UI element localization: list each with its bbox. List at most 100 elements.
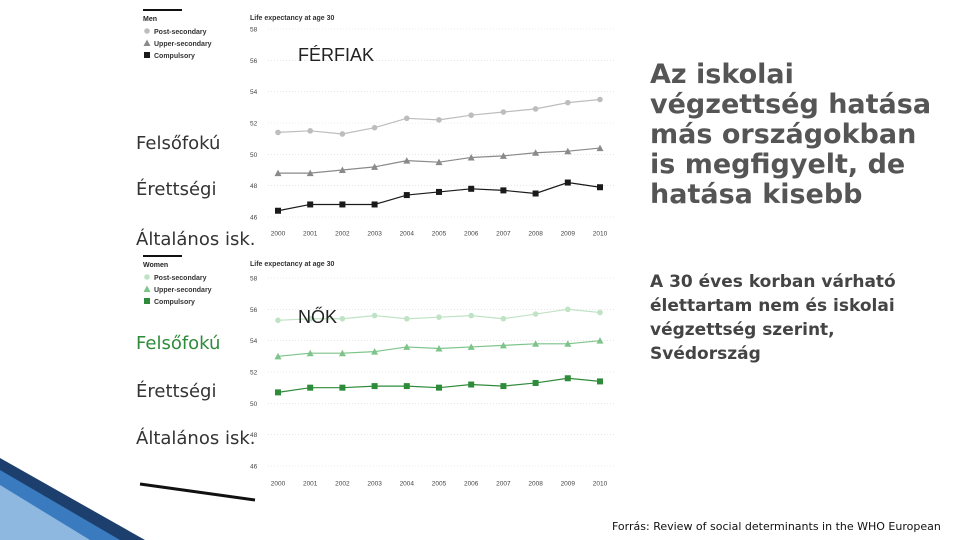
women-series-0-point-8	[532, 311, 539, 317]
men-series-1-point-10	[596, 144, 604, 152]
women-series-2-point-1	[307, 384, 314, 391]
men-series-0-point-5	[436, 117, 442, 123]
men-y-tick-0: 58	[250, 27, 258, 34]
men-series-2-point-2	[339, 201, 346, 208]
men-label-compulsory: Általános isk.	[136, 229, 256, 250]
men-series-1-point-0	[274, 169, 282, 177]
women-y-tick-4: 50	[250, 401, 258, 408]
men-y-tick-4: 50	[250, 152, 258, 159]
men-series-2-point-1	[307, 201, 314, 208]
women-x-tick-10: 2010	[593, 481, 608, 488]
men-chart-title: Men	[143, 16, 157, 23]
men-series-1-point-6	[467, 153, 475, 161]
women-series-2-point-8	[532, 379, 539, 386]
source-note: Forrás: Review of social determinants in…	[612, 520, 941, 533]
men-series-0-point-2	[339, 131, 346, 137]
women-y-tick-6: 46	[250, 464, 258, 471]
men-y-tick-6: 46	[250, 215, 258, 222]
women-legend-label-0: Post-secondary	[154, 275, 207, 282]
men-y-tick-5: 48	[250, 183, 258, 190]
men-series-0-point-7	[500, 109, 507, 115]
men-series-0-point-4	[404, 115, 410, 122]
men-series-0-point-0	[275, 129, 281, 136]
men-legend-marker-1	[143, 39, 151, 46]
women-legend-marker-2	[144, 298, 150, 304]
women-legend-label-1: Upper-secondary	[154, 287, 212, 294]
women-series-2-point-2	[339, 384, 346, 391]
women-series-0-point-5	[436, 314, 442, 320]
men-series-1-point-1	[306, 169, 314, 177]
men-series-1-point-7	[499, 152, 507, 159]
men-legend-marker-0	[144, 28, 150, 34]
men-x-tick-5: 2005	[432, 231, 447, 238]
women-label-post-secondary: Felsőfokú	[136, 333, 221, 354]
women-legend-label-2: Compulsory	[154, 299, 195, 306]
men-series-2-point-9	[564, 179, 571, 186]
men-x-tick-3: 2003	[367, 231, 382, 238]
men-x-tick-1: 2001	[303, 231, 318, 238]
slide-subtext: A 30 éves korban várható élettartam nem …	[650, 272, 896, 364]
men-x-tick-0: 2000	[271, 231, 286, 238]
women-label-upper-secondary: Érettségi	[136, 381, 217, 402]
men-series-2-point-6	[468, 185, 475, 192]
men-series-0-point-8	[532, 106, 539, 112]
men-series-2-point-4	[403, 192, 410, 199]
men-x-tick-4: 2004	[400, 231, 415, 238]
women-series-0-point-7	[500, 315, 507, 322]
corner-stroke	[139, 482, 256, 502]
women-series-1-point-1	[306, 349, 314, 357]
women-series-1-point-7	[499, 341, 507, 349]
women-legend-marker-0	[144, 274, 150, 280]
men-series-2-point-3	[371, 201, 378, 208]
women-y-axis-label: Life expectancy at age 30	[250, 261, 335, 268]
women-x-tick-0: 2000	[271, 481, 286, 488]
men-legend-label-0: Post-secondary	[154, 29, 207, 36]
men-x-tick-7: 2007	[496, 231, 511, 238]
men-x-tick-6: 2006	[464, 231, 479, 238]
men-y-tick-1: 56	[250, 58, 258, 65]
women-series-1-point-0	[274, 352, 282, 360]
men-legend-marker-2	[144, 52, 150, 58]
women-series-1-point-9	[564, 340, 572, 347]
women-series-1-point-2	[338, 349, 346, 357]
men-legend-label-1: Upper-secondary	[154, 41, 212, 48]
men-series-2-point-10	[597, 184, 603, 191]
men-series-1-point-4	[403, 157, 411, 164]
women-series-0-point-1	[307, 315, 314, 322]
women-label-compulsory: Általános isk.	[136, 428, 256, 449]
women-series-2-point-7	[500, 383, 507, 390]
women-series-0-point-4	[404, 315, 410, 322]
women-x-tick-8: 2008	[528, 481, 543, 488]
men-series-0-point-3	[371, 124, 378, 131]
men-series-1-point-2	[338, 166, 346, 173]
men-x-tick-10: 2010	[593, 231, 608, 238]
men-y-tick-2: 54	[250, 89, 258, 96]
women-y-tick-0: 58	[250, 276, 258, 283]
women-x-tick-9: 2009	[561, 481, 576, 488]
women-series-0-point-10	[597, 309, 603, 316]
women-series-2-point-4	[403, 383, 410, 390]
women-x-tick-3: 2003	[367, 481, 382, 488]
men-series-1-point-8	[532, 149, 540, 156]
men-series-0-point-10	[597, 96, 603, 103]
women-series-0-point-3	[371, 312, 378, 319]
women-series-2-point-6	[468, 381, 475, 388]
women-group-label: NŐK	[298, 307, 338, 327]
women-series-2-point-0	[275, 389, 281, 396]
women-series-2-point-10	[597, 378, 603, 385]
men-label-upper-secondary: Érettségi	[136, 179, 217, 200]
men-series-2-point-0	[275, 207, 281, 214]
women-x-tick-2: 2002	[335, 481, 350, 488]
women-series-1-point-4	[403, 343, 411, 350]
women-y-tick-5: 48	[250, 432, 258, 439]
men-series-2-point-7	[500, 187, 507, 194]
men-series-2-point-8	[532, 190, 539, 197]
men-series-0-point-6	[468, 112, 475, 118]
women-x-tick-7: 2007	[496, 481, 511, 488]
men-x-tick-2: 2002	[335, 231, 350, 238]
men-label-post-secondary: Felsőfokú	[136, 133, 221, 154]
men-legend-label-2: Compulsory	[154, 53, 195, 60]
men-y-axis-label: Life expectancy at age 30	[250, 15, 335, 22]
